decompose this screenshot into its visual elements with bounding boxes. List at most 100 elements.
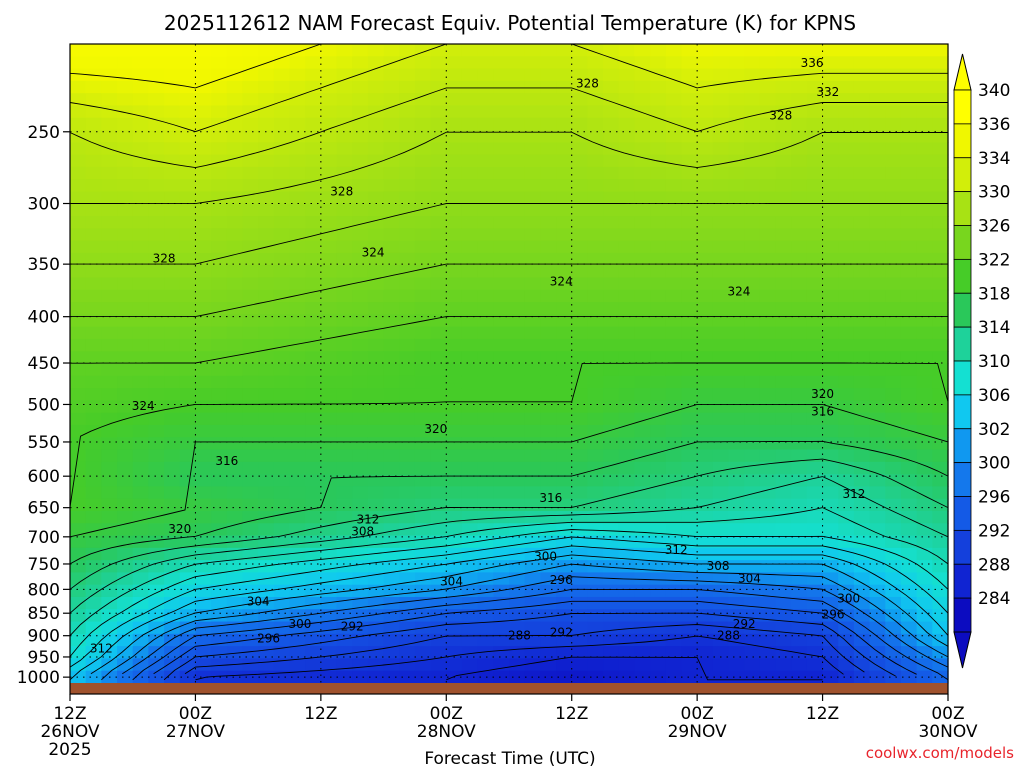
heatmap-cell xyxy=(399,351,416,365)
heatmap-cell xyxy=(697,633,714,647)
heatmap-cell xyxy=(179,474,197,487)
contour-line xyxy=(69,507,949,637)
heatmap-cell xyxy=(822,228,839,242)
heatmap-cell xyxy=(211,216,228,229)
heatmap-cell xyxy=(85,412,102,426)
x-tick-label: 12Z xyxy=(555,704,588,724)
heatmap-cell xyxy=(226,363,244,377)
heatmap-cell xyxy=(352,56,369,70)
heatmap-cell xyxy=(132,130,149,143)
contour-label: 300 xyxy=(534,550,557,564)
heatmap-cell xyxy=(650,609,667,623)
heatmap-cell xyxy=(728,314,745,328)
heatmap-cell xyxy=(806,621,824,635)
heatmap-cell xyxy=(900,203,918,217)
heatmap-cell xyxy=(791,523,808,537)
colorbar-label: 334 xyxy=(978,149,1010,169)
colorbar-swatch xyxy=(953,428,972,464)
heatmap-cell xyxy=(853,117,871,131)
heatmap-cell xyxy=(70,277,87,291)
heatmap-cell xyxy=(414,633,432,647)
heatmap-cell xyxy=(509,105,526,119)
heatmap-cell xyxy=(728,228,745,242)
heatmap-cell xyxy=(712,203,730,217)
heatmap-cell xyxy=(493,68,510,82)
heatmap-cell xyxy=(681,142,698,156)
heatmap-cell xyxy=(195,424,212,438)
heatmap-cell xyxy=(524,363,541,377)
heatmap-cell xyxy=(132,302,149,315)
heatmap-cell xyxy=(838,179,855,193)
heatmap-cell xyxy=(775,646,792,660)
heatmap-cell xyxy=(461,338,479,352)
heatmap-cell xyxy=(446,179,463,193)
heatmap-cell xyxy=(258,191,275,205)
heatmap-cell xyxy=(101,621,118,635)
heatmap-cell xyxy=(759,203,777,217)
heatmap-cell xyxy=(289,216,306,229)
heatmap-cell xyxy=(509,375,526,389)
heatmap-cell xyxy=(540,449,557,463)
heatmap-cell xyxy=(775,130,792,143)
heatmap-cell xyxy=(900,363,918,377)
heatmap-cell xyxy=(336,80,353,94)
heatmap-cell xyxy=(70,56,87,70)
heatmap-cell xyxy=(477,498,494,512)
heatmap-cell xyxy=(791,191,808,205)
heatmap-cell xyxy=(352,498,369,512)
heatmap-cell xyxy=(869,584,886,598)
heatmap-cell xyxy=(932,474,949,487)
heatmap-cell xyxy=(571,44,588,57)
heatmap-cell xyxy=(85,289,102,303)
heatmap-cell xyxy=(195,474,212,487)
heatmap-cell xyxy=(932,326,949,340)
heatmap-cell xyxy=(399,142,416,156)
heatmap-cell xyxy=(383,228,400,242)
heatmap-cell xyxy=(399,56,416,70)
heatmap-cell xyxy=(289,547,306,561)
heatmap-cell xyxy=(885,80,902,94)
heatmap-cell xyxy=(728,572,745,586)
heatmap-cell xyxy=(650,252,667,266)
heatmap-cell xyxy=(289,535,306,549)
heatmap-cell xyxy=(650,44,667,57)
heatmap-cell xyxy=(430,142,447,156)
contour-label-text: 304 xyxy=(247,594,270,608)
heatmap-cell xyxy=(164,240,181,254)
heatmap-cell xyxy=(320,338,338,352)
heatmap-cell xyxy=(587,277,604,291)
heatmap-cell xyxy=(650,56,667,70)
heatmap-cell xyxy=(932,560,949,574)
heatmap-cell xyxy=(509,498,526,512)
heatmap-cell xyxy=(932,633,949,647)
heatmap-cell xyxy=(791,265,808,279)
heatmap-cell xyxy=(430,486,447,500)
heatmap-cell xyxy=(681,486,698,500)
heatmap-cell xyxy=(822,130,839,143)
heatmap-cell xyxy=(101,498,118,512)
heatmap-cell xyxy=(759,191,777,205)
heatmap-cell xyxy=(383,351,400,365)
contour-label: 320 xyxy=(168,522,191,536)
heatmap-cell xyxy=(70,646,87,660)
heatmap-cell xyxy=(853,646,871,660)
heatmap-cell xyxy=(211,510,228,524)
heatmap-cell xyxy=(728,277,745,291)
heatmap-cell xyxy=(289,658,306,672)
heatmap-cell xyxy=(226,498,244,512)
heatmap-cell xyxy=(101,338,118,352)
contour-line xyxy=(163,612,896,681)
heatmap-cell xyxy=(775,400,792,414)
heatmap-cell xyxy=(650,486,667,500)
heatmap-cell xyxy=(540,80,557,94)
heatmap-cell xyxy=(822,289,839,303)
heatmap-cell xyxy=(352,105,369,119)
heatmap-cell xyxy=(148,498,165,512)
heatmap-cell xyxy=(869,547,886,561)
heatmap-cell xyxy=(101,326,118,340)
heatmap-cell xyxy=(430,498,447,512)
heatmap-cell xyxy=(226,166,244,180)
heatmap-cell xyxy=(712,461,730,475)
heatmap-cell xyxy=(273,363,291,377)
heatmap-cell xyxy=(571,621,588,635)
